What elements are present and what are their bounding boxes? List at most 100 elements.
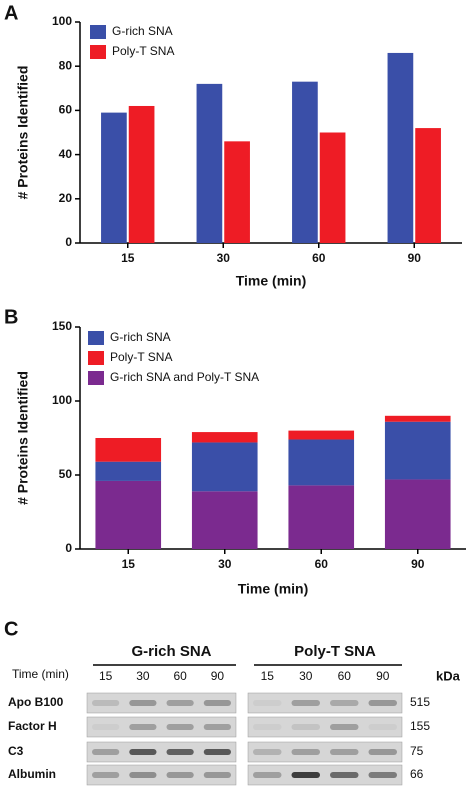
- legend-swatch: [90, 25, 106, 39]
- lane-label: 30: [299, 669, 313, 683]
- lane-label: 90: [211, 669, 225, 683]
- blot-band: [92, 724, 120, 730]
- bar-segment: [191, 432, 258, 443]
- blot-band: [203, 749, 231, 755]
- blot-band: [291, 700, 320, 706]
- blot-band: [253, 700, 282, 706]
- bar-segment: [95, 438, 162, 462]
- y-tick-label: 150: [52, 319, 72, 333]
- bar-segment: [95, 461, 162, 481]
- blot-band: [291, 749, 320, 755]
- y-tick-label: 100: [52, 14, 72, 28]
- bar-segment: [288, 439, 355, 486]
- blot-band: [368, 749, 397, 755]
- blot-band: [166, 772, 194, 778]
- panel-label: B: [4, 306, 18, 328]
- y-tick-label: 0: [65, 541, 72, 555]
- x-tick-label: 60: [315, 557, 329, 571]
- bar-segment: [384, 415, 451, 422]
- blot-band: [92, 700, 120, 706]
- blot-band: [253, 772, 282, 778]
- blot-band: [203, 700, 231, 706]
- bar-segment: [288, 430, 355, 440]
- bar-segment: [191, 491, 258, 549]
- bar: [224, 141, 250, 243]
- blot-strip: [86, 764, 237, 786]
- blot-band: [291, 724, 320, 730]
- lane-label: 60: [338, 669, 352, 683]
- blot-band: [368, 700, 397, 706]
- y-tick-label: 50: [59, 467, 73, 481]
- blot-band: [291, 772, 320, 778]
- blot-strip: [247, 692, 403, 714]
- legend-swatch: [88, 351, 104, 365]
- blot-band: [203, 724, 231, 730]
- kda-value: 155: [410, 719, 430, 733]
- x-tick-label: 60: [312, 251, 326, 265]
- bar: [196, 83, 223, 243]
- row-label: Factor H: [8, 719, 57, 733]
- blot-band: [166, 724, 194, 730]
- blot-band: [166, 700, 194, 706]
- blot-band: [203, 772, 231, 778]
- row-label: Apo B100: [8, 695, 64, 709]
- x-tick-label: 15: [121, 251, 135, 265]
- blot-strip: [247, 716, 403, 738]
- blot-band: [368, 772, 397, 778]
- legend-swatch: [90, 45, 106, 59]
- legend-label: Poly-T SNA: [112, 44, 174, 58]
- bar: [128, 105, 155, 243]
- group-label: Poly-T SNA: [294, 643, 376, 660]
- legend-swatch: [88, 371, 104, 385]
- lane-label: 60: [173, 669, 187, 683]
- blot-band: [330, 724, 359, 730]
- blot-strip: [86, 716, 237, 738]
- time-label: Time (min): [12, 667, 69, 681]
- lane-label: 90: [376, 669, 390, 683]
- blot-band: [368, 724, 397, 730]
- y-tick-label: 60: [59, 103, 73, 117]
- kda-label: kDa: [436, 668, 461, 683]
- y-tick-label: 80: [59, 58, 73, 72]
- bar-segment: [95, 480, 162, 549]
- row-label: C3: [8, 744, 24, 758]
- bar: [292, 81, 318, 243]
- x-tick-label: 30: [218, 557, 232, 571]
- blot-band: [253, 749, 282, 755]
- bar-segment: [288, 485, 355, 549]
- blot-band: [330, 749, 359, 755]
- group-label: G-rich SNA: [131, 643, 211, 660]
- x-axis-label: Time (min): [238, 581, 309, 597]
- lane-label: 15: [261, 669, 275, 683]
- blot-band: [330, 700, 359, 706]
- blot-band: [92, 772, 120, 778]
- blot-band: [129, 724, 157, 730]
- blot-strip: [86, 741, 237, 763]
- y-axis-label: # Proteins Identified: [15, 66, 31, 200]
- bar: [415, 128, 441, 243]
- x-tick-label: 15: [122, 557, 136, 571]
- legend-label: G-rich SNA: [110, 330, 171, 344]
- blot-band: [129, 772, 157, 778]
- legend-label: Poly-T SNA: [110, 350, 172, 364]
- blot-strip: [247, 741, 403, 763]
- panel-label: A: [4, 2, 18, 24]
- kda-value: 75: [410, 744, 424, 758]
- bar: [101, 112, 127, 243]
- bar-segment: [191, 442, 258, 492]
- blot-strip: [86, 692, 237, 714]
- y-tick-label: 100: [52, 393, 72, 407]
- kda-value: 515: [410, 695, 430, 709]
- legend-label: G-rich SNA: [112, 24, 173, 38]
- y-tick-label: 20: [59, 191, 73, 205]
- blot-band: [166, 749, 194, 755]
- x-tick-label: 90: [411, 557, 425, 571]
- blot-band: [129, 700, 157, 706]
- y-tick-label: 40: [59, 147, 73, 161]
- bar: [387, 52, 414, 243]
- x-tick-label: 90: [408, 251, 422, 265]
- blot-strip: [247, 764, 403, 786]
- lane-label: 15: [99, 669, 113, 683]
- bar-segment: [384, 421, 451, 480]
